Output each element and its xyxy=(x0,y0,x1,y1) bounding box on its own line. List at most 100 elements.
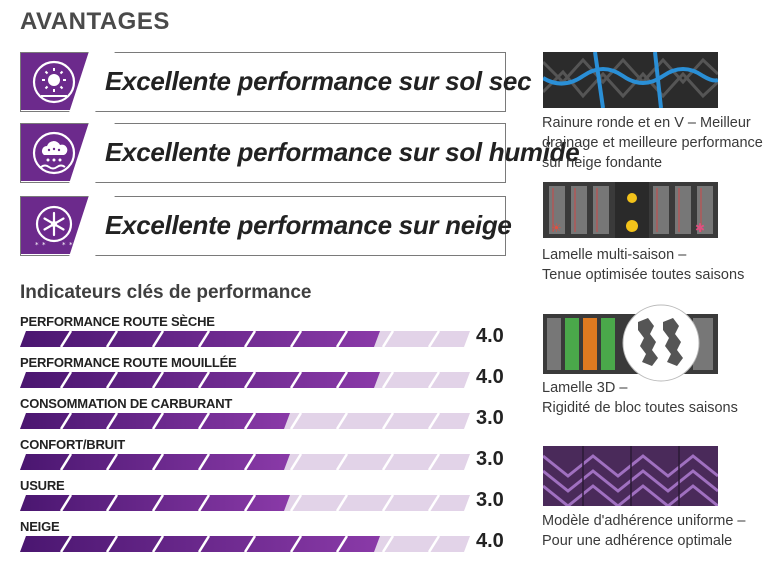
sun-icon xyxy=(32,60,76,104)
benefit-snow: * * * * Excellente performance sur neige xyxy=(20,195,512,257)
kpi-bar-divider xyxy=(105,413,119,429)
feature-line: Pour une adhérence optimale xyxy=(542,533,733,549)
kpi-bar-divider xyxy=(289,536,303,552)
kpi-bar-divider xyxy=(151,495,165,511)
kpi-bar-divider xyxy=(105,495,119,511)
kpi-bar-divider xyxy=(105,454,119,470)
kpi-bar-divider xyxy=(243,331,257,347)
svg-text:☀: ☀ xyxy=(551,221,562,235)
kpi-bar-divider xyxy=(381,331,395,347)
kpi-label: PERFORMANCE ROUTE MOUILLÉE xyxy=(20,355,237,370)
kpi-bar xyxy=(20,536,470,552)
kpi-bar-divider xyxy=(289,372,303,388)
feature-line: Tenue optimisée toutes saisons xyxy=(542,267,745,283)
kpi-bar-divider xyxy=(335,454,349,470)
kpi-bar-divider xyxy=(335,413,349,429)
kpi-value: 4.0 xyxy=(476,325,504,347)
kpi-bar-divider xyxy=(105,372,119,388)
feature-line: Rigidité de bloc toutes saisons xyxy=(542,400,738,416)
kpi-row: NEIGE 4.0 xyxy=(20,519,510,559)
kpi-bar-divider xyxy=(381,536,395,552)
kpi-section-title: Indicateurs clés de performance xyxy=(20,282,312,303)
kpi-bar-divider xyxy=(243,372,257,388)
feature-line: Modèle d'adhérence uniforme – xyxy=(542,513,746,529)
kpi-bar-divider xyxy=(427,536,441,552)
kpi-value: 3.0 xyxy=(476,448,504,470)
kpi-bar-divider xyxy=(151,454,165,470)
kpi-bar-divider xyxy=(243,536,257,552)
kpi-value: 3.0 xyxy=(476,489,504,511)
kpi-bar-divider xyxy=(427,413,441,429)
kpi-label: NEIGE xyxy=(20,519,60,534)
feature-line: Lamelle 3D – xyxy=(542,380,628,396)
kpi-bar-divider xyxy=(381,372,395,388)
benefit-text: Excellente performance sur neige xyxy=(105,210,512,240)
kpi-label: PERFORMANCE ROUTE SÈCHE xyxy=(20,314,215,329)
kpi-row: PERFORMANCE ROUTE SÈCHE 4.0 xyxy=(20,314,510,354)
kpi-row: CONSOMMATION DE CARBURANT 3.0 xyxy=(20,396,510,436)
kpi-bar xyxy=(20,331,470,347)
tread-groove-image xyxy=(543,52,718,108)
kpi-bar-divider xyxy=(289,331,303,347)
kpi-bar-divider xyxy=(151,331,165,347)
kpi-bar-divider xyxy=(59,413,73,429)
kpi-value: 3.0 xyxy=(476,407,504,429)
kpi-bar-divider xyxy=(59,536,73,552)
kpi-bar-divider xyxy=(151,413,165,429)
svg-text:✱: ✱ xyxy=(695,221,705,235)
kpi-bar-fill xyxy=(20,413,290,429)
svg-text:*: * xyxy=(35,241,39,248)
kpi-bar xyxy=(20,413,470,429)
kpi-bar-divider xyxy=(151,372,165,388)
kpi-bar-divider xyxy=(59,454,73,470)
benefit-dry: Excellente performance sur sol sec xyxy=(20,51,532,113)
kpi-bar-divider xyxy=(59,495,73,511)
kpi-row: CONFORT/BRUIT 3.0 xyxy=(20,437,510,477)
kpi-bar-divider xyxy=(197,372,211,388)
kpi-bar-divider xyxy=(289,454,303,470)
kpi-bar-divider xyxy=(243,495,257,511)
kpi-bar-divider xyxy=(197,495,211,511)
kpi-bar-divider xyxy=(427,495,441,511)
kpi-row: PERFORMANCE ROUTE MOUILLÉE 4.0 xyxy=(20,355,510,395)
kpi-bar-divider xyxy=(335,372,349,388)
kpi-label: CONSOMMATION DE CARBURANT xyxy=(20,396,233,411)
kpi-bar-divider xyxy=(335,331,349,347)
kpi-bar-divider xyxy=(243,413,257,429)
tread-uniform-pattern-image xyxy=(543,446,718,506)
kpi-bar-divider xyxy=(427,454,441,470)
kpi-bar-divider xyxy=(243,454,257,470)
kpi-bar-divider xyxy=(197,331,211,347)
kpi-bar-divider xyxy=(197,536,211,552)
kpi-row: USURE 3.0 xyxy=(20,478,510,518)
kpi-bar-divider xyxy=(381,454,395,470)
kpi-label: CONFORT/BRUIT xyxy=(20,437,125,452)
feature-line: sur neige fondante xyxy=(542,155,663,171)
kpi-bar-divider xyxy=(381,413,395,429)
kpi-bar-divider xyxy=(427,372,441,388)
kpi-bar-divider xyxy=(197,454,211,470)
kpi-bar xyxy=(20,454,470,470)
feature-caption-groove: Rainure ronde et en V – Meilleur drainag… xyxy=(542,113,774,173)
feature-caption-3d-sipe: Lamelle 3D – Rigidité de bloc toutes sai… xyxy=(542,378,774,418)
tread-3d-sipe-image xyxy=(543,304,718,382)
svg-text:*: * xyxy=(42,241,46,248)
benefit-wet: Excellente performance sur sol humide xyxy=(20,122,580,184)
feature-line: Rainure ronde et en V – Meilleur xyxy=(542,115,751,131)
kpi-value: 4.0 xyxy=(476,530,504,552)
benefit-text: Excellente performance sur sol humide xyxy=(105,137,580,167)
kpi-bar-divider xyxy=(105,331,119,347)
kpi-bar-divider xyxy=(335,536,349,552)
kpi-bar-divider xyxy=(289,495,303,511)
kpi-bar-divider xyxy=(381,495,395,511)
page-title: AVANTAGES xyxy=(20,8,170,35)
feature-caption-uniform: Modèle d'adhérence uniforme – Pour une a… xyxy=(542,511,774,551)
kpi-bar xyxy=(20,372,470,388)
feature-line: Lamelle multi-saison – xyxy=(542,247,687,263)
kpi-bar-divider xyxy=(59,331,73,347)
svg-text:*: * xyxy=(62,241,66,248)
svg-text:*: * xyxy=(69,241,73,248)
snowflake-icon: * * * * xyxy=(35,205,73,248)
kpi-bar-fill xyxy=(20,495,290,511)
feature-caption-multi-season: Lamelle multi-saison – Tenue optimisée t… xyxy=(542,245,774,285)
